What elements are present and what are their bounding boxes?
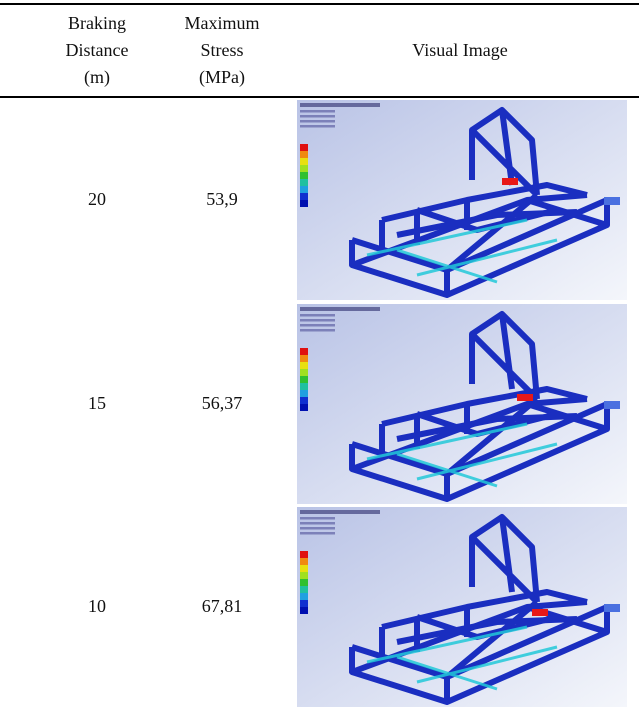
legend-swatch — [300, 551, 308, 558]
legend-swatch — [300, 151, 308, 158]
cell-text: 56,37 — [162, 390, 282, 417]
cell-text: 20 — [37, 186, 157, 213]
cell-text: 15 — [37, 390, 157, 417]
min-marker — [604, 401, 620, 409]
legend-swatch — [300, 165, 308, 172]
image-caption — [300, 103, 380, 107]
image-caption — [300, 110, 335, 113]
legend-swatch — [300, 376, 308, 383]
image-caption — [300, 517, 335, 520]
image-caption — [300, 532, 335, 535]
legend-swatch — [300, 355, 308, 362]
image-caption — [300, 319, 335, 322]
image-caption — [300, 510, 380, 514]
header-text: Visual Image — [380, 37, 540, 64]
legend-swatch — [300, 186, 308, 193]
legend-swatch — [300, 558, 308, 565]
legend-swatch — [300, 397, 308, 404]
top-rule — [0, 3, 639, 5]
legend-swatch — [300, 193, 308, 200]
max-marker — [517, 394, 533, 401]
min-marker — [604, 197, 620, 205]
legend-swatch — [300, 362, 308, 369]
image-caption — [300, 120, 335, 123]
legend-swatch — [300, 172, 308, 179]
header-rule — [0, 96, 639, 98]
image-caption — [300, 307, 380, 311]
min-marker — [604, 604, 620, 612]
legend-swatch — [300, 179, 308, 186]
image-caption — [300, 527, 335, 530]
image-caption — [300, 329, 335, 332]
header-text: Stress — [142, 37, 302, 64]
legend-swatch — [300, 593, 308, 600]
max-marker — [502, 178, 518, 185]
image-caption — [300, 125, 335, 128]
image-caption — [300, 324, 335, 327]
legend-swatch — [300, 369, 308, 376]
legend-swatch — [300, 579, 308, 586]
legend-swatch — [300, 586, 308, 593]
fea-image — [297, 304, 627, 504]
legend-swatch — [300, 404, 308, 411]
page: BrakingDistance(m)MaximumStress(MPa)Visu… — [0, 0, 639, 710]
header-text: (MPa) — [142, 64, 302, 91]
image-caption — [300, 314, 335, 317]
legend-swatch — [300, 348, 308, 355]
cell-text: 67,81 — [162, 593, 282, 620]
legend-swatch — [300, 390, 308, 397]
max-marker — [532, 609, 548, 616]
legend-swatch — [300, 158, 308, 165]
cell-text: 53,9 — [162, 186, 282, 213]
fea-image — [297, 100, 627, 300]
legend-swatch — [300, 572, 308, 579]
legend-swatch — [300, 144, 308, 151]
legend-swatch — [300, 607, 308, 614]
legend-swatch — [300, 383, 308, 390]
header-text: Maximum — [142, 10, 302, 37]
image-caption — [300, 115, 335, 118]
image-caption — [300, 522, 335, 525]
fea-image — [297, 507, 627, 707]
header-cell: Visual Image — [380, 37, 540, 64]
cell-text: 10 — [37, 593, 157, 620]
legend-swatch — [300, 565, 308, 572]
legend-swatch — [300, 600, 308, 607]
legend-swatch — [300, 200, 308, 207]
